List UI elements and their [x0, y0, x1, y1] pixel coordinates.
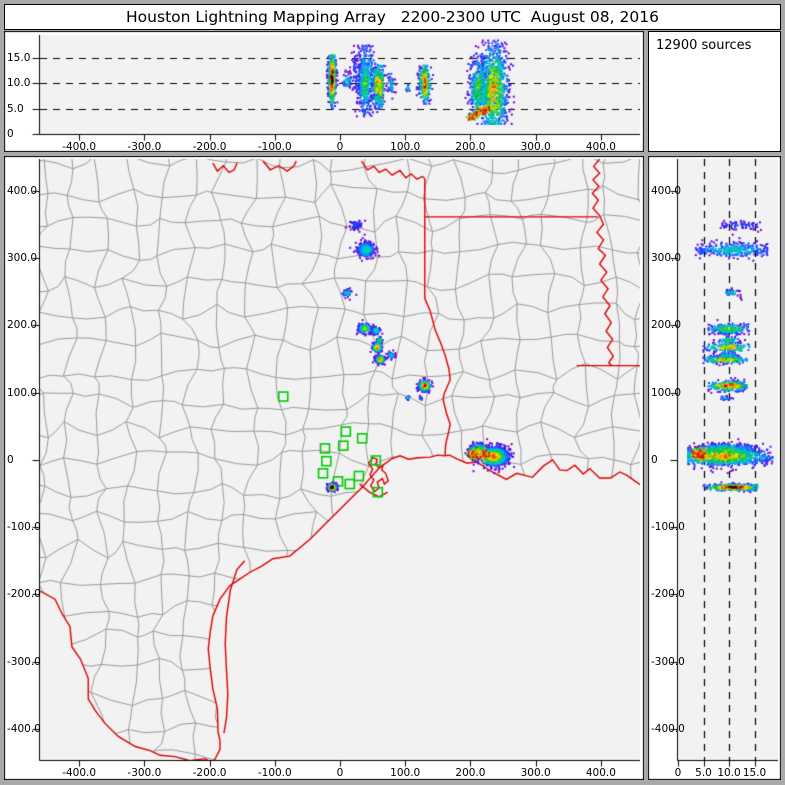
tick-label: 400.0	[585, 141, 616, 153]
sources-count: 12900 sources	[656, 38, 752, 53]
tick-label: -400.0	[651, 723, 685, 736]
tick-label: 200.0	[455, 767, 486, 779]
tick-label: -300.0	[127, 141, 162, 153]
tick-label: 0	[336, 767, 344, 779]
tick-label: 0	[7, 128, 14, 140]
tick-label: -100.0	[7, 521, 41, 534]
panel-plan-canvas	[4, 156, 644, 780]
panel-ns-canvas	[648, 156, 781, 780]
tick-label: -100.0	[257, 141, 292, 153]
tick-label: 100.0	[7, 386, 38, 399]
tick-label: 0	[651, 453, 658, 466]
page-title: Houston Lightning Mapping Array 2200-230…	[126, 8, 659, 26]
tick-label: 0	[7, 453, 14, 466]
tick-label: -100.0	[257, 767, 292, 779]
tick-label: 200.0	[455, 141, 486, 153]
title-bar: Houston Lightning Mapping Array 2200-230…	[4, 4, 781, 30]
tick-label: -200.0	[192, 141, 227, 153]
tick-label: 300.0	[7, 251, 38, 264]
tick-label: 100.0	[651, 386, 682, 399]
tick-label: 5.0	[695, 767, 712, 779]
tick-label: 100.0	[390, 767, 421, 779]
tick-label: -300.0	[127, 767, 162, 779]
tick-label: -300.0	[7, 655, 41, 668]
panel-plan-view: -400.0 -300.0 -200.0 -100.0 0 100.0 200.0 300.0…	[4, 156, 644, 780]
tick-label: -400.0	[62, 767, 97, 779]
tick-label: -300.0	[651, 655, 685, 668]
tick-label: 0	[674, 767, 682, 779]
tick-label: 5.0	[7, 102, 24, 115]
panel-altitude-ew: -400.0 -300.0 -200.0 -100.0 0 100.0 200.0 300.0…	[4, 31, 644, 153]
tick-label: 300.0	[651, 251, 682, 264]
panel-ew-canvas	[4, 31, 644, 152]
tick-label: -200.0	[651, 588, 685, 601]
tick-label: 15.0	[742, 767, 767, 779]
tick-label: 10.0	[717, 767, 741, 779]
tick-label: 400.0	[651, 184, 682, 197]
tick-label: 100.0	[390, 141, 421, 153]
tick-label: 300.0	[520, 767, 551, 779]
tick-label: 0	[336, 141, 344, 153]
tick-label: -100.0	[651, 521, 685, 534]
tick-label: -400.0	[62, 141, 97, 153]
tick-label: -200.0	[7, 588, 41, 601]
tick-label: 200.0	[651, 319, 682, 332]
tick-label: 400.0	[585, 767, 616, 779]
sources-box: 12900 sources	[648, 31, 781, 152]
panel-altitude-ns: 0 5.0 10.0 15.0 400.0 300.0 200.0 100.0 0 -100.0 -…	[648, 156, 781, 780]
tick-label: 15.0	[7, 52, 31, 65]
tick-label: -400.0	[7, 723, 41, 736]
tick-label: 200.0	[7, 319, 38, 332]
tick-label: -200.0	[192, 767, 227, 779]
tick-label: 400.0	[7, 184, 38, 197]
tick-label: 300.0	[520, 141, 551, 153]
tick-label: 10.0	[7, 77, 31, 90]
